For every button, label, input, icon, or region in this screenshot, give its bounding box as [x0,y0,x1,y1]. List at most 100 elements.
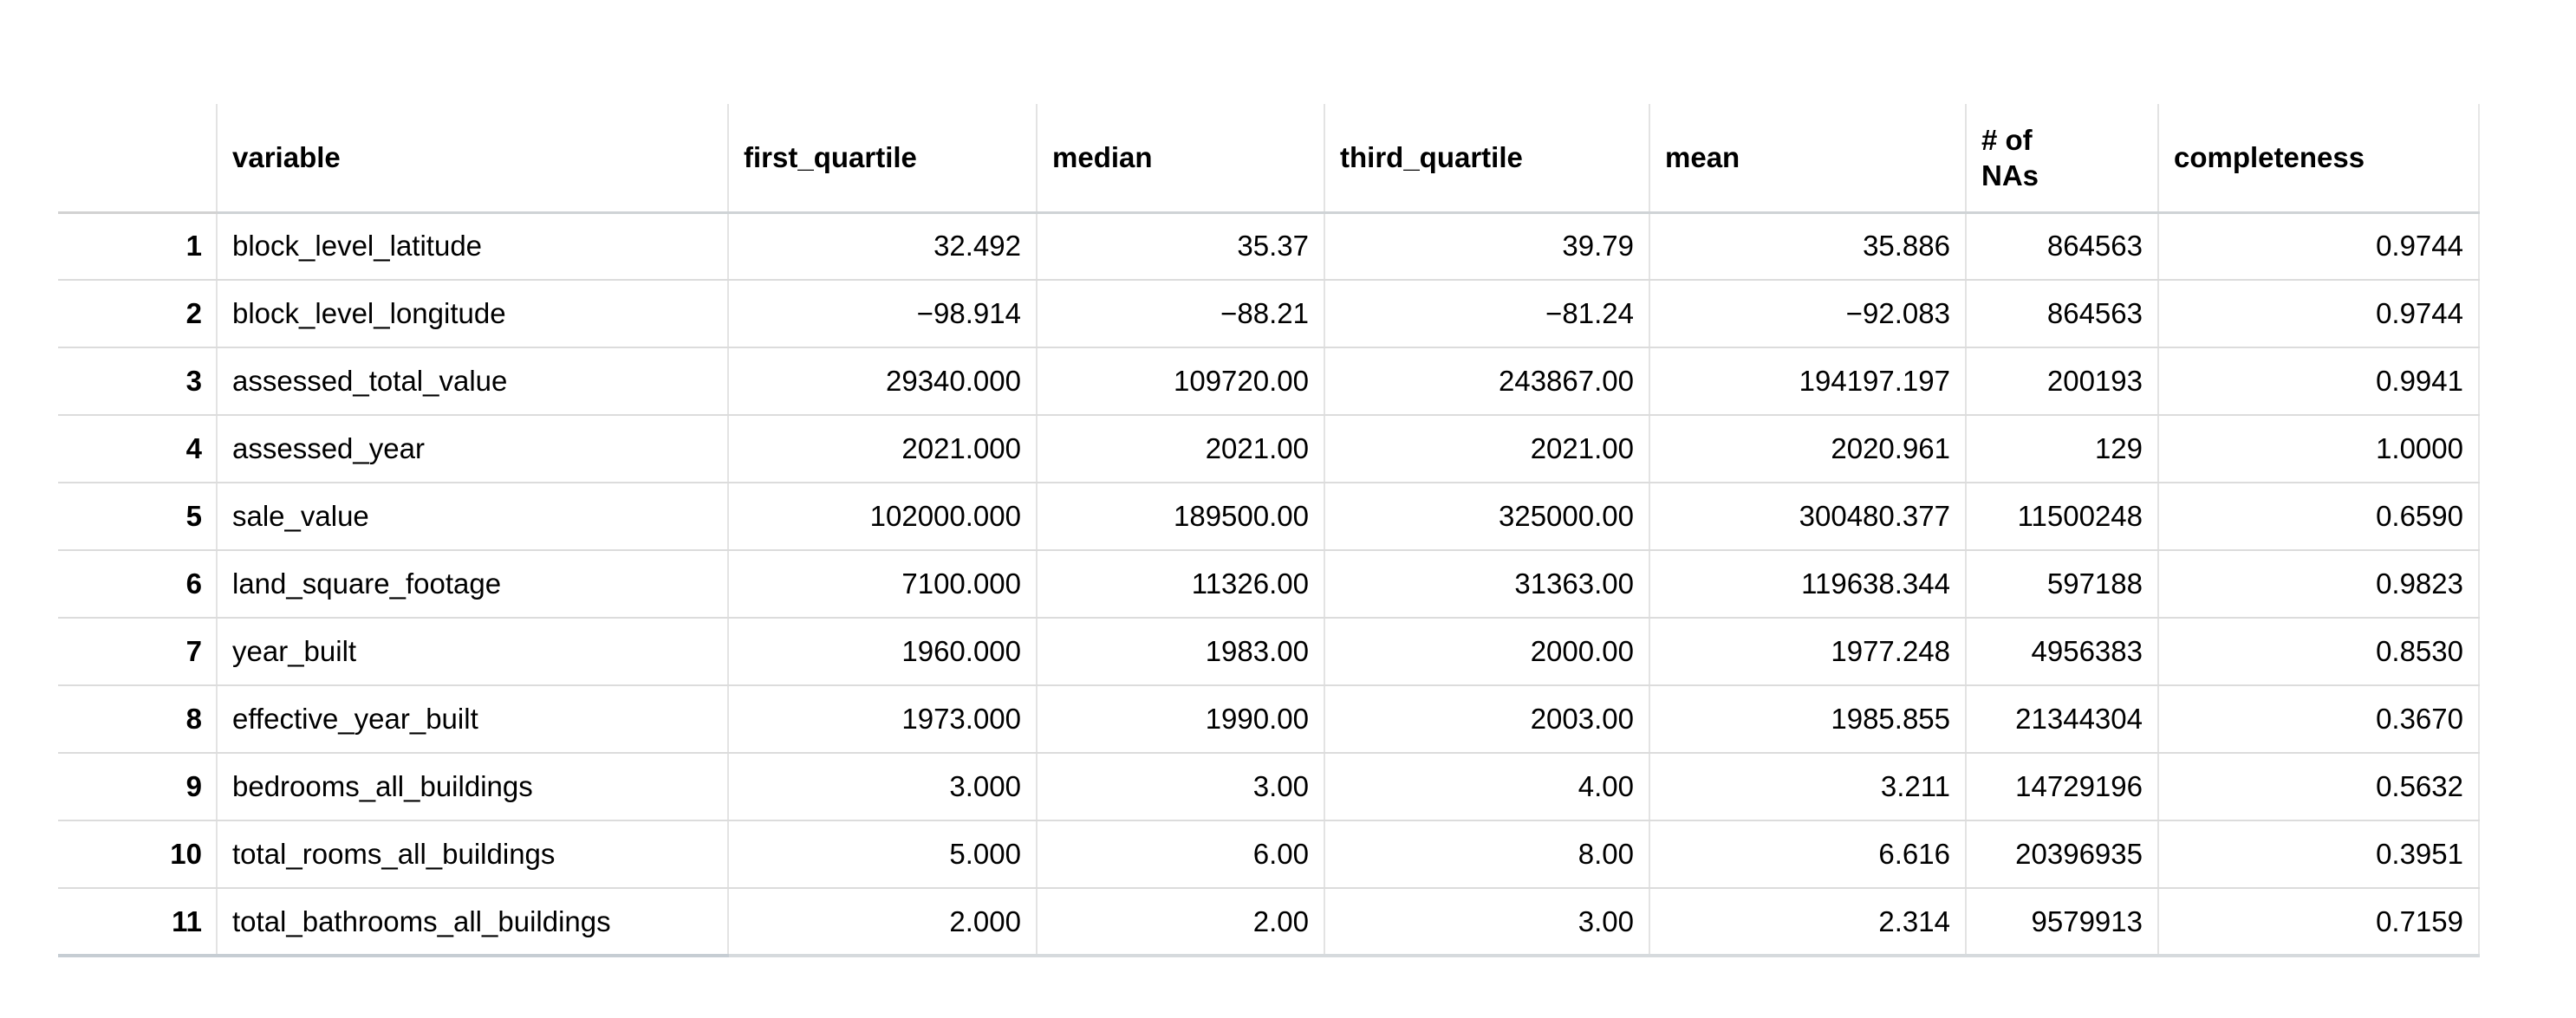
cell-row-number: 8 [58,685,217,754]
cell-third-quartile: 243867.00 [1324,347,1649,416]
cell-mean: 2.314 [1649,888,1966,957]
cell-third-quartile: 4.00 [1324,753,1649,821]
column-header-mean: mean [1649,104,1966,214]
cell-variable: land_square_footage [216,550,728,619]
cell-third-quartile: 8.00 [1324,820,1649,889]
cell-first-quartile: 2.000 [727,888,1037,957]
cell-variable: sale_value [216,483,728,551]
column-header-index [58,104,217,214]
cell-completeness: 0.5632 [2157,753,2480,821]
cell-median: 109720.00 [1036,347,1324,416]
cell-completeness: 0.9744 [2157,212,2480,281]
cell-row-number: 3 [58,347,217,416]
cell-variable: year_built [216,618,728,686]
cell-row-number: 2 [58,280,217,348]
cell-third-quartile: 31363.00 [1324,550,1649,619]
cell-mean: 6.616 [1649,820,1966,889]
table-row: 11 total_bathrooms_all_buildings 2.000 2… [58,888,2480,957]
cell-median: 6.00 [1036,820,1324,889]
cell-first-quartile: −98.914 [727,280,1037,348]
cell-variable: assessed_total_value [216,347,728,416]
cell-first-quartile: 1960.000 [727,618,1037,686]
table-row: 5 sale_value 102000.000 189500.00 325000… [58,483,2480,551]
cell-median: 189500.00 [1036,483,1324,551]
cell-num-nas: 864563 [1965,280,2158,348]
column-header-median: median [1036,104,1324,214]
cell-num-nas: 4956383 [1965,618,2158,686]
cell-third-quartile: −81.24 [1324,280,1649,348]
cell-num-nas: 20396935 [1965,820,2158,889]
cell-mean: 1977.248 [1649,618,1966,686]
cell-row-number: 5 [58,483,217,551]
table-row: 1 block_level_latitude 32.492 35.37 39.7… [58,212,2480,281]
cell-mean: 1985.855 [1649,685,1966,754]
cell-third-quartile: 39.79 [1324,212,1649,281]
cell-median: 11326.00 [1036,550,1324,619]
cell-mean: 194197.197 [1649,347,1966,416]
cell-third-quartile: 325000.00 [1324,483,1649,551]
cell-first-quartile: 7100.000 [727,550,1037,619]
cell-completeness: 0.7159 [2157,888,2480,957]
cell-mean: −92.083 [1649,280,1966,348]
cell-first-quartile: 102000.000 [727,483,1037,551]
cell-mean: 35.886 [1649,212,1966,281]
cell-variable: effective_year_built [216,685,728,754]
cell-median: 1990.00 [1036,685,1324,754]
cell-completeness: 0.9744 [2157,280,2480,348]
cell-third-quartile: 2021.00 [1324,415,1649,483]
cell-third-quartile: 3.00 [1324,888,1649,957]
cell-row-number: 1 [58,212,217,281]
cell-num-nas: 14729196 [1965,753,2158,821]
cell-row-number: 11 [58,888,217,957]
table-row: 6 land_square_footage 7100.000 11326.00 … [58,550,2480,619]
cell-completeness: 0.3670 [2157,685,2480,754]
cell-third-quartile: 2000.00 [1324,618,1649,686]
table-row: 10 total_rooms_all_buildings 5.000 6.00 … [58,820,2480,889]
cell-num-nas: 129 [1965,415,2158,483]
cell-num-nas: 9579913 [1965,888,2158,957]
cell-completeness: 0.3951 [2157,820,2480,889]
cell-completeness: 1.0000 [2157,415,2480,483]
cell-variable: total_rooms_all_buildings [216,820,728,889]
cell-median: 35.37 [1036,212,1324,281]
cell-variable: block_level_latitude [216,212,728,281]
cell-completeness: 0.6590 [2157,483,2480,551]
table-row: 4 assessed_year 2021.000 2021.00 2021.00… [58,415,2480,483]
table-row: 8 effective_year_built 1973.000 1990.00 … [58,685,2480,754]
column-header-first-quartile: first_quartile [727,104,1037,214]
cell-mean: 300480.377 [1649,483,1966,551]
cell-first-quartile: 3.000 [727,753,1037,821]
cell-median: 2021.00 [1036,415,1324,483]
summary-table: variable first_quartile median third_qua… [58,104,2480,957]
cell-first-quartile: 2021.000 [727,415,1037,483]
cell-variable: block_level_longitude [216,280,728,348]
cell-mean: 119638.344 [1649,550,1966,619]
cell-row-number: 7 [58,618,217,686]
cell-variable: total_bathrooms_all_buildings [216,888,728,957]
column-header-third-quartile: third_quartile [1324,104,1649,214]
cell-median: 1983.00 [1036,618,1324,686]
table-row: 7 year_built 1960.000 1983.00 2000.00 19… [58,618,2480,686]
cell-median: 3.00 [1036,753,1324,821]
cell-row-number: 10 [58,820,217,889]
column-header-num-nas: # of NAs [1965,104,2158,214]
table-row: 9 bedrooms_all_buildings 3.000 3.00 4.00… [58,753,2480,821]
cell-first-quartile: 32.492 [727,212,1037,281]
cell-num-nas: 864563 [1965,212,2158,281]
cell-median: 2.00 [1036,888,1324,957]
table-row: 3 assessed_total_value 29340.000 109720.… [58,347,2480,416]
cell-completeness: 0.9823 [2157,550,2480,619]
cell-mean: 2020.961 [1649,415,1966,483]
cell-num-nas: 597188 [1965,550,2158,619]
cell-third-quartile: 2003.00 [1324,685,1649,754]
cell-first-quartile: 29340.000 [727,347,1037,416]
cell-mean: 3.211 [1649,753,1966,821]
cell-first-quartile: 5.000 [727,820,1037,889]
notebook-output-area: variable first_quartile median third_qua… [58,104,2480,957]
cell-row-number: 4 [58,415,217,483]
cell-first-quartile: 1973.000 [727,685,1037,754]
cell-num-nas: 11500248 [1965,483,2158,551]
cell-num-nas: 200193 [1965,347,2158,416]
cell-row-number: 6 [58,550,217,619]
header-row: variable first_quartile median third_qua… [58,104,2480,214]
